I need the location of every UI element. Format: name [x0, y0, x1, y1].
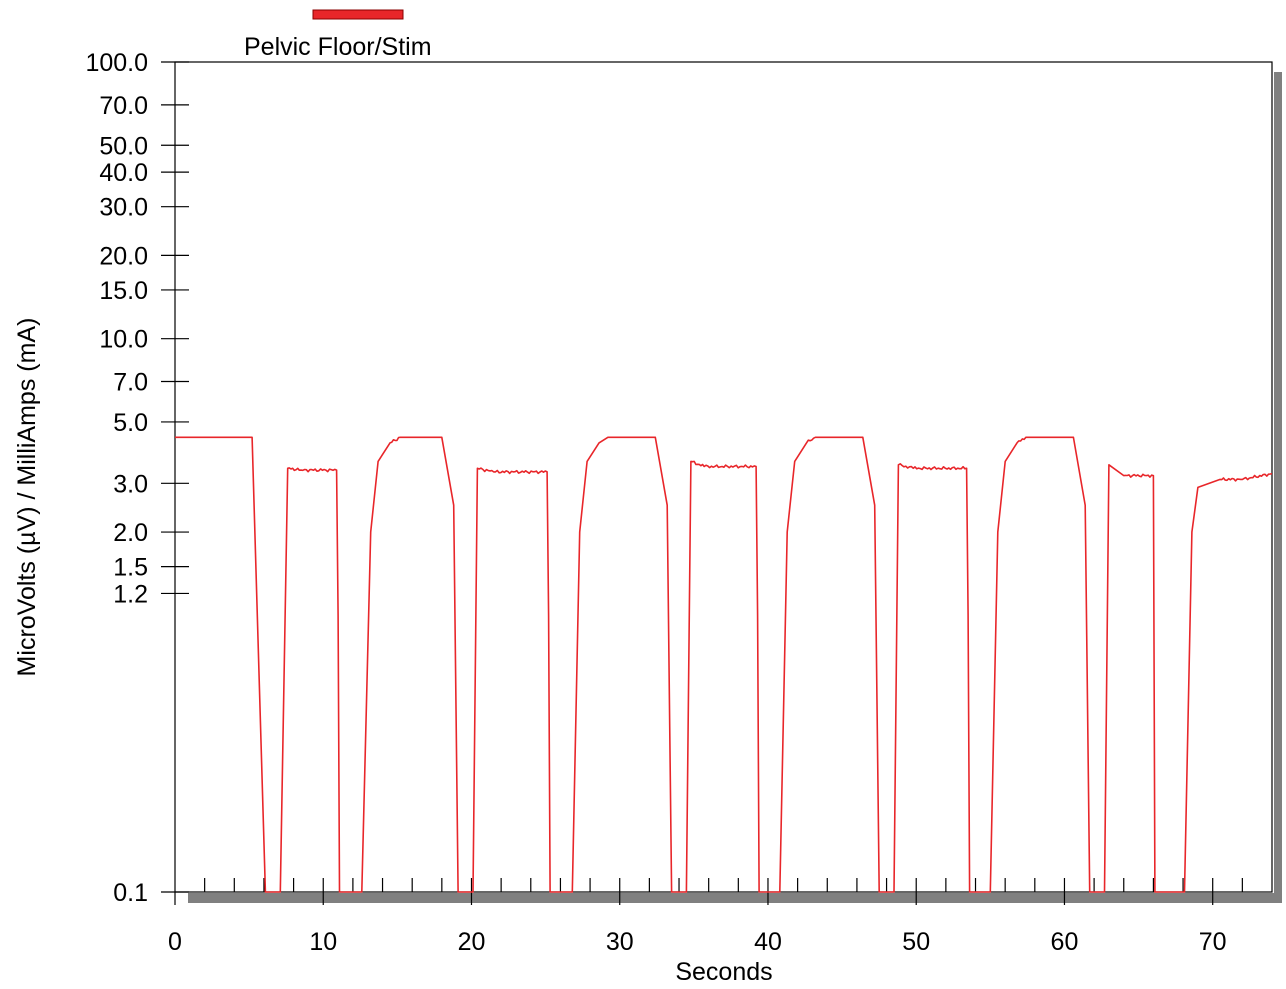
y-axis-ticks: 100.0 70.0 50.040.0 30.0 20.0 15.0 10.0 7.0 5.0 3… — [85, 49, 189, 907]
y-tick-label: 15.0 — [99, 277, 148, 305]
x-axis-ticks: 0 10 20 30 40 50 60 70 — [168, 878, 1243, 956]
x-tick-label: 70 — [1199, 928, 1227, 956]
x-tick-label: 20 — [458, 928, 486, 956]
x-tick-label: 60 — [1051, 928, 1079, 956]
y-axis-title: MicroVolts (µV) / MilliAmps (mA) — [13, 318, 41, 677]
plot-frame-shadow — [188, 72, 1282, 903]
plot-area — [174, 61, 1273, 893]
legend-label-pelvic-floor-stim: Pelvic Floor/Stim — [244, 33, 432, 61]
y-tick-label: 40.0 — [99, 159, 148, 187]
x-tick-label: 10 — [309, 928, 337, 956]
y-tick-label: 0.1 — [113, 879, 148, 907]
legend-swatch-pelvic-floor-stim — [312, 9, 404, 20]
y-tick-label: 7.0 — [113, 369, 148, 397]
x-tick-label: 40 — [754, 928, 782, 956]
y-tick-label: 1.2 — [113, 580, 148, 608]
y-tick-label: 5.0 — [113, 409, 148, 437]
series-line-pelvic-floor-stim — [175, 436, 1273, 893]
y-tick-label: 10.0 — [99, 326, 148, 354]
y-tick-label: 3.0 — [113, 470, 148, 498]
series-layer — [175, 436, 1273, 893]
y-tick-label: 1.5 — [113, 554, 148, 582]
y-tick-label: 20.0 — [99, 242, 148, 270]
y-tick-label: 100.0 — [85, 49, 148, 77]
x-tick-label: 0 — [168, 928, 182, 956]
y-tick-label: 2.0 — [113, 519, 148, 547]
x-axis-title: Seconds — [675, 958, 772, 986]
legend: Pelvic Floor/Stim — [244, 9, 432, 61]
y-tick-label: 50.0 — [99, 132, 148, 160]
y-tick-label: 70.0 — [99, 92, 148, 120]
x-tick-label: 50 — [902, 928, 930, 956]
x-tick-label: 30 — [606, 928, 634, 956]
y-tick-label: 30.0 — [99, 194, 148, 222]
